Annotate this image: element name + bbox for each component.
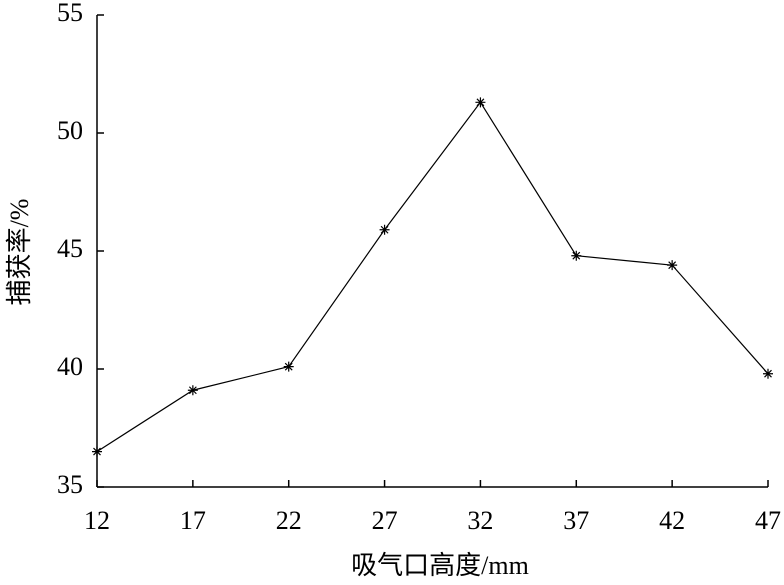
x-tick-label: 12	[84, 506, 110, 535]
x-tick-label: 32	[467, 506, 493, 535]
x-tick-label: 22	[276, 506, 302, 535]
line	[96, 101, 769, 453]
marker-star	[187, 385, 198, 396]
marker	[475, 97, 486, 108]
marker	[667, 260, 678, 271]
y-tick-label: 35	[57, 470, 83, 499]
marker	[283, 361, 294, 372]
y-tick-label: 45	[57, 234, 83, 263]
marker	[187, 385, 198, 396]
marker-star	[283, 361, 294, 372]
y-axis-label: 捕获率/%	[5, 199, 34, 306]
x-tick-label: 47	[755, 506, 781, 535]
marker	[763, 368, 773, 379]
x-tick-label: 27	[372, 506, 398, 535]
marker-star	[475, 97, 486, 108]
x-tick-label: 42	[659, 506, 685, 535]
marker	[92, 446, 102, 457]
x-tick-label: 17	[180, 506, 206, 535]
marker-star	[571, 250, 582, 261]
marker-star	[763, 368, 773, 379]
x-tick-label: 37	[563, 506, 589, 535]
marker	[571, 250, 582, 261]
y-tick-label: 55	[57, 0, 83, 27]
marker-star	[92, 446, 102, 457]
marker-star	[667, 260, 678, 271]
marker-star	[379, 224, 390, 235]
y-tick-label: 50	[57, 116, 83, 145]
marker	[379, 224, 390, 235]
x-axis-label: 吸气口高度/mm	[351, 551, 529, 580]
y-tick-label: 40	[57, 352, 83, 381]
